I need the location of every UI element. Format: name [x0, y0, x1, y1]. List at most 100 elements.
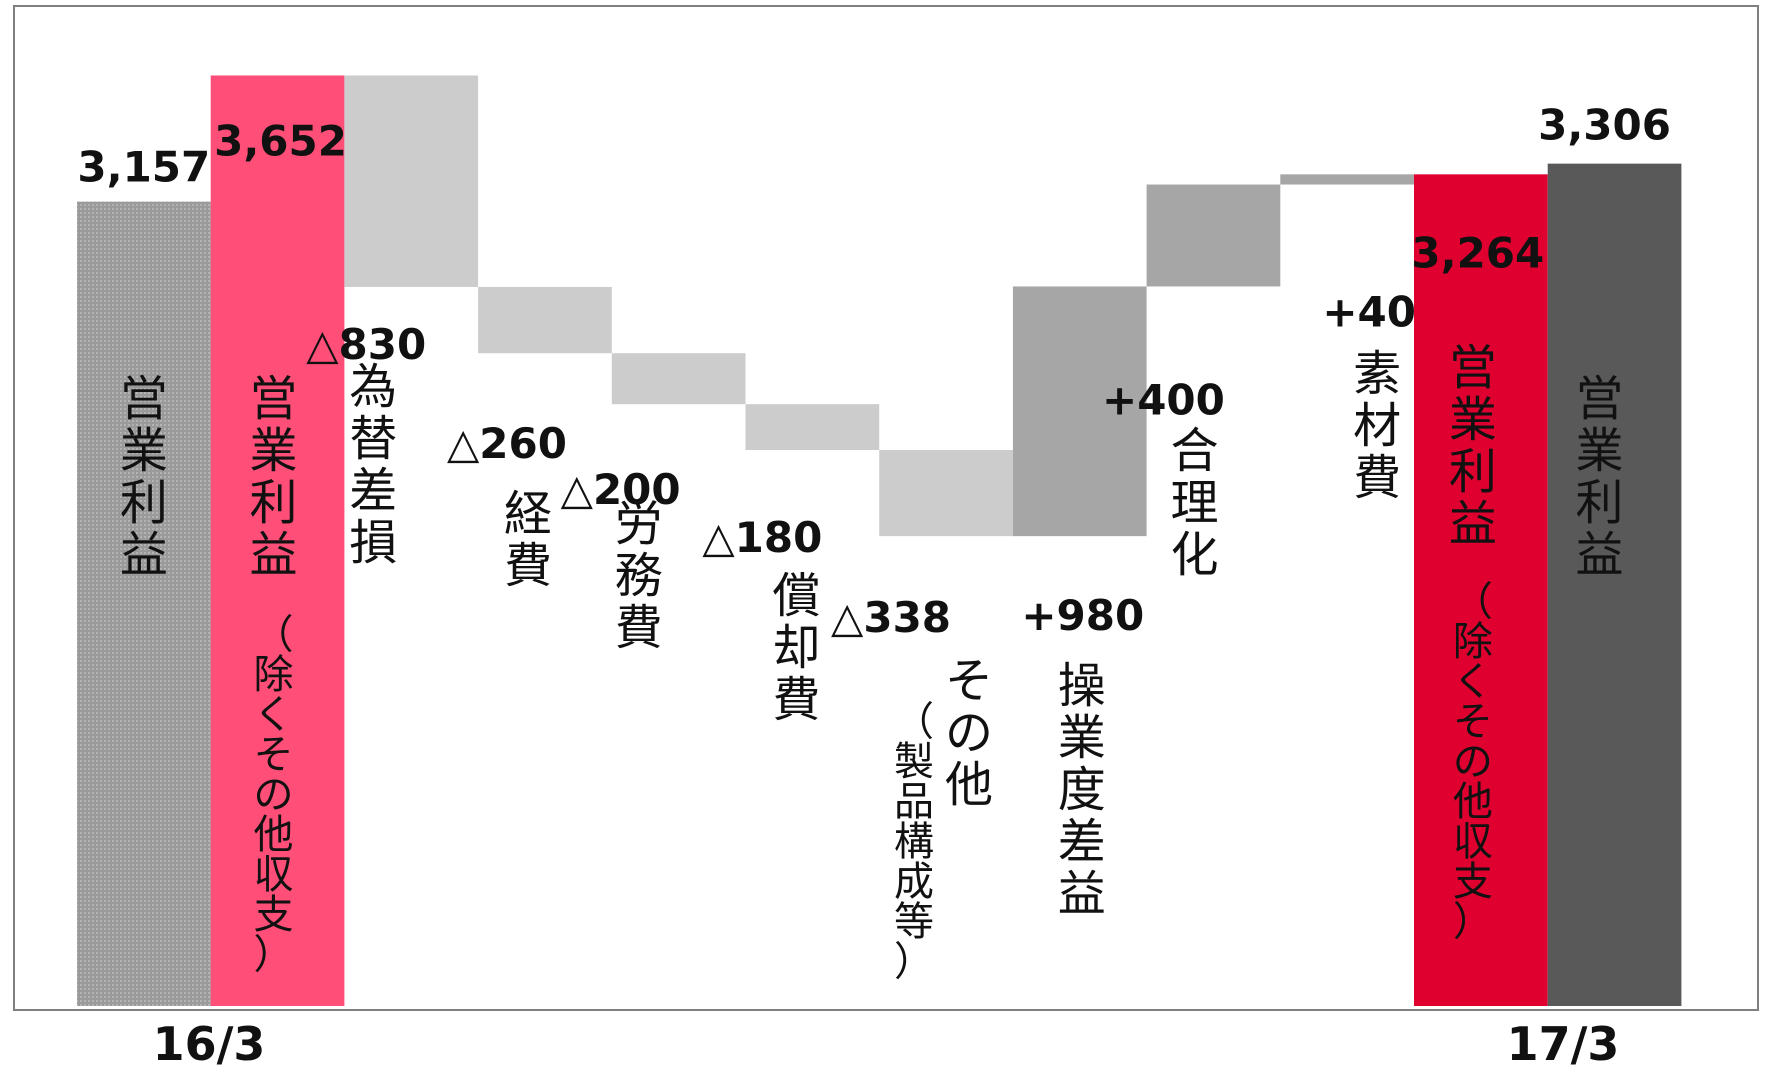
value-label-0: 3,157: [77, 143, 210, 192]
subcategory-label-10-char: く: [1453, 659, 1493, 705]
category-label-0-char: 営: [120, 371, 168, 427]
plot-area-frame: [13, 5, 1759, 1011]
value-label-11: 3,306: [1538, 101, 1671, 150]
subcategory-label-6-char: 品: [894, 779, 934, 825]
subcategory-label-10-char: 支: [1453, 859, 1493, 905]
category-label-7-char: 益: [1058, 866, 1106, 922]
category-label-5-char: 却: [772, 620, 820, 676]
category-label-1-char: 益: [250, 527, 298, 583]
subcategory-label-6-char: （: [894, 699, 934, 745]
value-label-5: △180: [702, 513, 822, 562]
category-label-3-char: 費: [504, 538, 552, 594]
bar-4: [611, 353, 746, 405]
category-label-9-char: 素: [1353, 346, 1401, 402]
bars-layer: [77, 75, 1682, 1007]
subcategory-label-1-char: の: [254, 772, 294, 818]
value-label-3: △260: [447, 419, 567, 468]
value-label-6: △338: [831, 593, 951, 642]
category-label-4-char: 労: [615, 496, 663, 552]
category-label-11-char: 益: [1576, 527, 1624, 583]
category-label-2-char: 為: [349, 359, 397, 415]
category-label-10-char: 業: [1449, 392, 1497, 448]
value-label-8: +400: [1102, 376, 1225, 425]
category-label-9-char: 材: [1353, 398, 1401, 454]
category-label-6-char: の: [945, 705, 993, 761]
bar-1: [210, 75, 345, 1006]
subcategory-label-1-char: 除: [254, 652, 294, 698]
bar-9: [1280, 174, 1414, 185]
subcategory-label-1-char: 支: [254, 892, 294, 938]
category-label-11-char: 利: [1576, 475, 1624, 531]
category-label-0-char: 業: [120, 423, 168, 479]
subcategory-label-1-char: く: [254, 692, 294, 738]
subcategory-label-1-char: （: [254, 612, 294, 658]
subcategory-label-10-char: 除: [1453, 619, 1493, 665]
bar-8: [1146, 184, 1281, 287]
value-label-2: △830: [306, 320, 426, 369]
subcategory-label-6-char: ）: [894, 939, 934, 985]
value-label-10: 3,264: [1411, 228, 1544, 277]
category-label-1-char: 業: [250, 423, 298, 479]
category-label-8-char: 化: [1170, 527, 1218, 583]
category-label-2-char: 替: [349, 411, 397, 467]
value-label-1: 3,652: [214, 116, 347, 165]
value-label-7: +980: [1021, 591, 1144, 640]
subcategory-label-1-char: そ: [254, 732, 294, 778]
category-label-7-char: 差: [1058, 814, 1106, 870]
category-label-9-char: 費: [1353, 450, 1401, 506]
period-label-start: 16/3: [153, 1017, 266, 1071]
subcategory-label-6-char: 成: [894, 859, 934, 905]
category-label-4-char: 務: [615, 548, 663, 604]
subcategory-label-10-char: ）: [1453, 899, 1493, 945]
subcategory-label-10-char: 他: [1453, 779, 1493, 825]
category-label-2-char: 損: [349, 515, 397, 571]
bar-0: [77, 201, 211, 1006]
category-label-10-char: 利: [1449, 444, 1497, 500]
category-label-5-char: 費: [772, 672, 820, 728]
category-label-8-char: 理: [1170, 475, 1218, 531]
category-label-2-char: 差: [349, 463, 397, 519]
category-label-7-char: 業: [1058, 710, 1106, 766]
period-label-end: 17/3: [1507, 1017, 1620, 1071]
category-label-6-char: 他: [945, 757, 993, 813]
category-label-3: 経費: [504, 486, 552, 594]
bar-6: [879, 450, 1013, 537]
category-label-0-char: 利: [120, 475, 168, 531]
category-label-8: 合理化: [1170, 423, 1218, 583]
subcategory-label-10-char: 収: [1453, 819, 1493, 865]
category-label-7-char: 操: [1058, 658, 1106, 714]
subcategory-label-1-char: 収: [254, 852, 294, 898]
subcategory-label-6-char: 構: [894, 819, 934, 865]
category-label-9: 素材費: [1353, 346, 1401, 506]
subcategory-label-6-char: 等: [894, 899, 934, 945]
category-label-11-char: 業: [1576, 423, 1624, 479]
category-label-5: 償却費: [772, 568, 820, 728]
category-label-11-char: 営: [1576, 371, 1624, 427]
bar-3: [478, 286, 612, 354]
category-label-8-char: 合: [1170, 423, 1218, 479]
bar-10: [1414, 174, 1548, 1007]
category-label-6: その他: [945, 653, 993, 813]
bar-5: [745, 404, 880, 451]
subcategory-label-10-char: そ: [1453, 699, 1493, 745]
category-label-4-char: 費: [615, 600, 663, 656]
category-label-3-char: 経: [504, 486, 552, 542]
bar-2: [344, 75, 479, 287]
subcategory-label-1-char: 他: [254, 812, 294, 858]
category-label-10-char: 益: [1449, 496, 1497, 552]
category-label-4: 労務費: [615, 496, 663, 656]
category-label-1-char: 営: [250, 371, 298, 427]
subcategory-label-10-char: （: [1453, 579, 1493, 625]
bar-7: [1012, 286, 1147, 537]
category-label-7-char: 度: [1058, 762, 1106, 818]
